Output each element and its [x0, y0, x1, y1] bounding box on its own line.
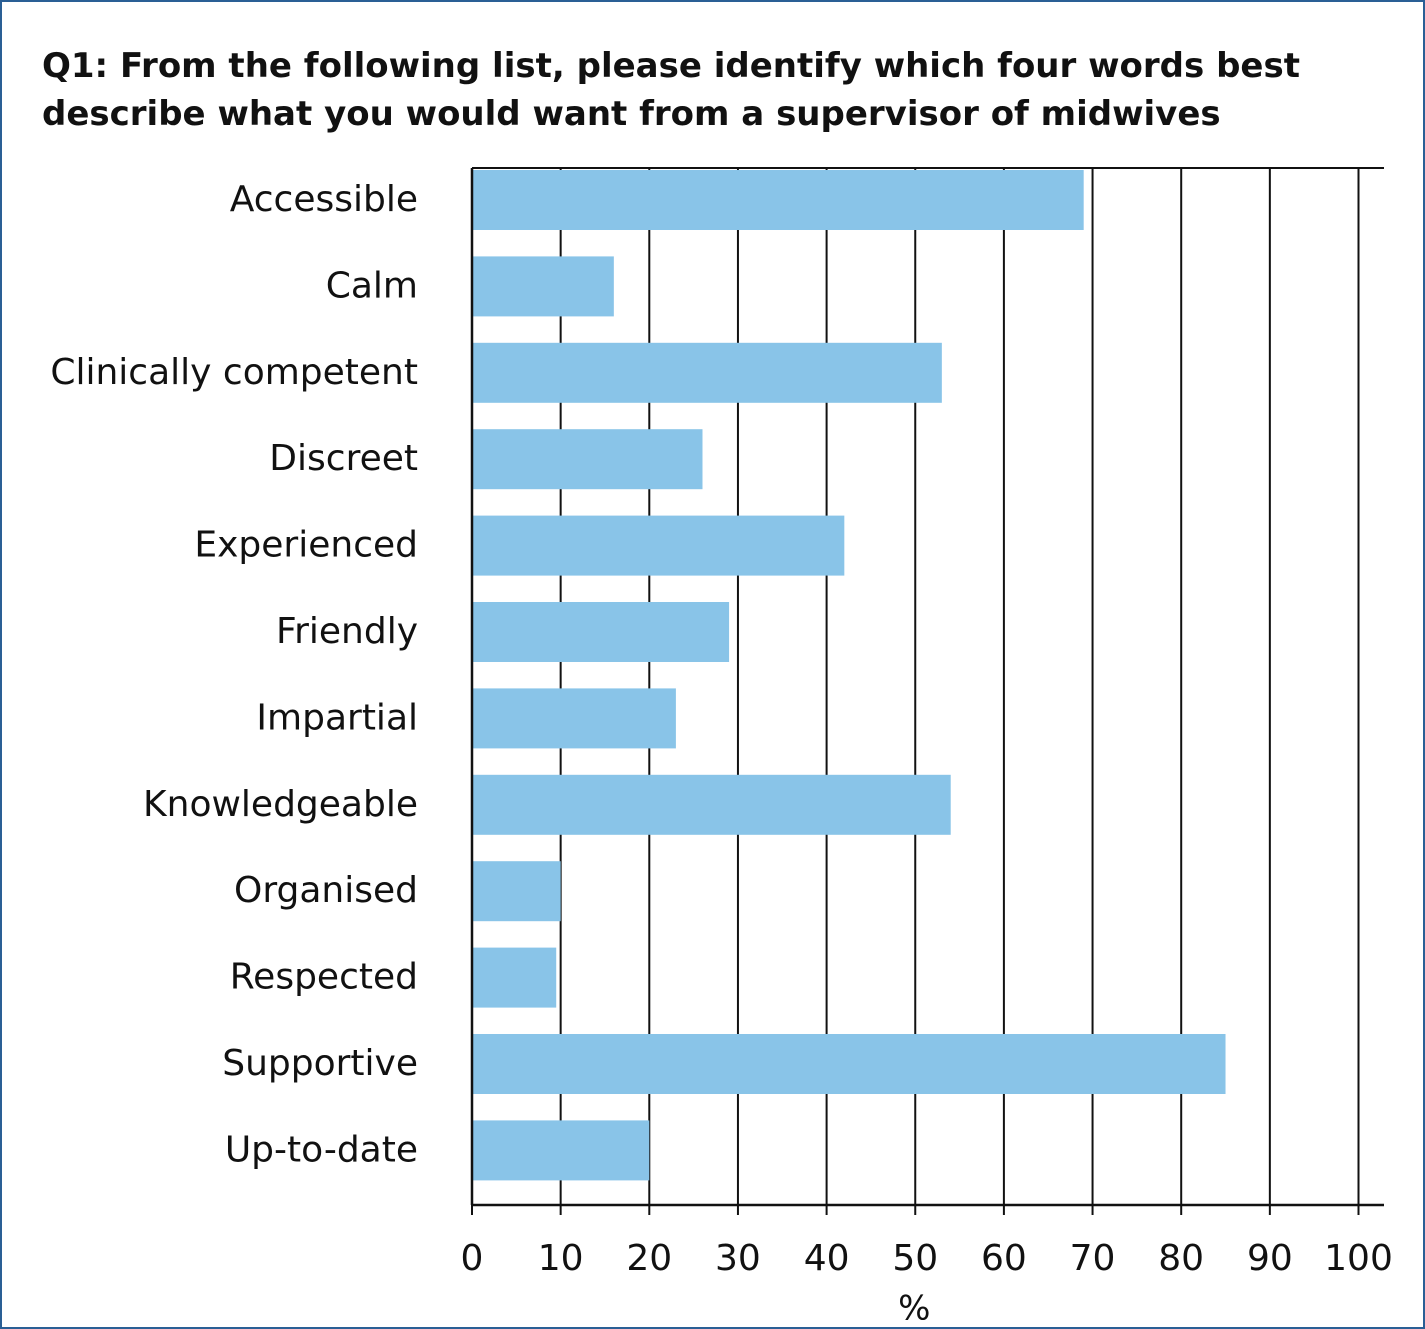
chart-title: Q1: From the following list, please iden…	[42, 46, 1300, 134]
x-tick-label: 80	[1158, 1238, 1204, 1279]
x-tick-label: 40	[804, 1238, 850, 1279]
category-label: Impartial	[256, 697, 418, 738]
x-tick-label: 0	[461, 1238, 484, 1279]
bar-friendly	[472, 602, 730, 662]
x-tick-label: 20	[626, 1238, 672, 1279]
bar-impartial	[472, 688, 676, 749]
category-label: Organised	[234, 870, 418, 911]
x-tick-label: 30	[715, 1238, 761, 1279]
bar-supportive	[472, 1034, 1226, 1094]
x-tick-label: 10	[538, 1238, 584, 1279]
category-label: Clinically competent	[50, 352, 418, 393]
category-label: Accessible	[230, 179, 418, 220]
x-tick-label: 60	[981, 1238, 1027, 1279]
category-label: Respected	[230, 957, 418, 998]
category-label: Friendly	[276, 611, 418, 652]
bar-knowledgeable	[472, 774, 951, 835]
category-label: Supportive	[222, 1043, 418, 1084]
bar-discreet	[472, 429, 703, 490]
x-tick-label: 90	[1247, 1238, 1293, 1279]
x-tick-label: 70	[1070, 1238, 1116, 1279]
category-label: Knowledgeable	[143, 784, 418, 825]
category-label: Experienced	[194, 525, 418, 566]
bar-organised	[472, 861, 561, 922]
x-tick-label: 50	[892, 1238, 938, 1279]
category-label: Calm	[326, 265, 418, 306]
category-label: Up-to-date	[225, 1129, 418, 1170]
bar-up-to-date	[472, 1120, 650, 1181]
bar-respected	[472, 947, 557, 1008]
bar-clinically-competent	[472, 342, 942, 403]
bar-accessible	[472, 170, 1084, 230]
bar-calm	[472, 256, 614, 317]
x-axis-title: %	[898, 1289, 930, 1329]
category-label: Discreet	[269, 438, 418, 479]
x-tick-label: 100	[1324, 1238, 1393, 1279]
bar-experienced	[472, 515, 845, 576]
